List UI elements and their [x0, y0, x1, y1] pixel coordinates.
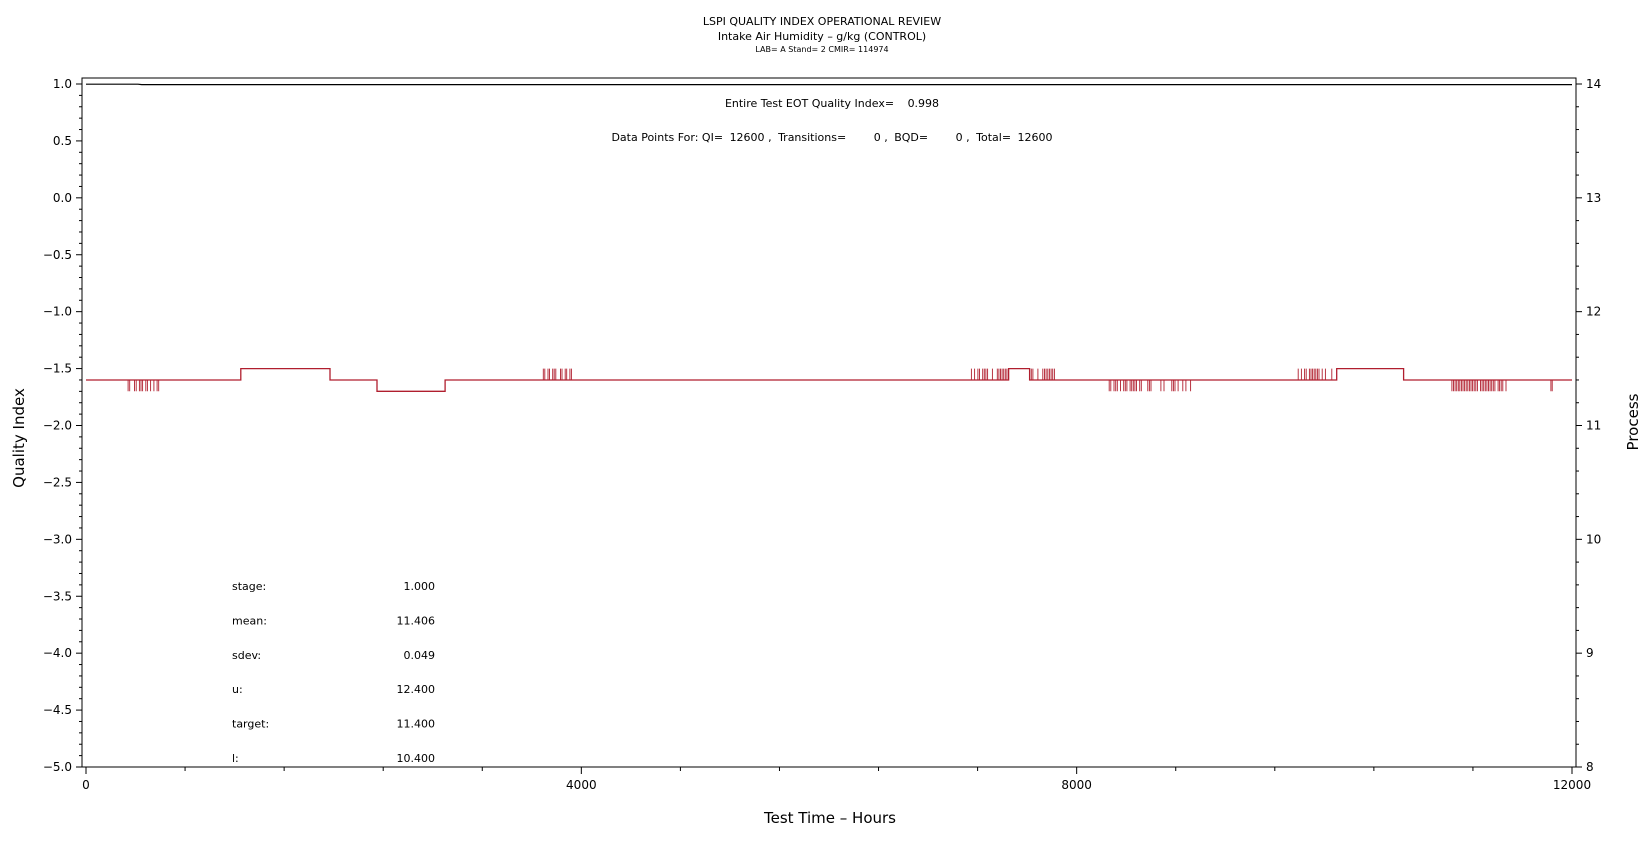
points-total: 12600: [1018, 131, 1053, 144]
process-spikes: [1029, 368, 1055, 380]
process-spikes: [970, 368, 1010, 380]
x-tick-label: 0: [82, 778, 90, 792]
stat-value: 1.000: [404, 580, 436, 593]
chart-subtitle: Intake Air Humidity – g/kg (CONTROL): [718, 30, 926, 43]
points-qi: 12600: [730, 131, 765, 144]
points-comma: ,: [966, 131, 970, 144]
y2-tick-label: 8: [1586, 760, 1594, 774]
chart-title: LSPI QUALITY INDEX OPERATIONAL REVIEW: [703, 15, 941, 28]
y-tick-label: −4.0: [43, 646, 72, 660]
process-spikes: [1550, 380, 1553, 392]
y2-tick-label: 10: [1586, 532, 1601, 546]
x-tick-label: 4000: [566, 778, 597, 792]
y2-tick-label: 9: [1586, 646, 1594, 660]
y-axis-label: Quality Index: [10, 388, 28, 488]
y-tick-label: −2.0: [43, 419, 72, 433]
process-spikes: [127, 380, 160, 392]
stats-box: stage: 1.000 mean: 11.406 sdev: 0.049 u: 12.400…: [232, 580, 435, 765]
y-tick-label: −3.0: [43, 532, 72, 546]
stat-value: 12.400: [397, 683, 436, 696]
y-tick-label: −1.0: [43, 305, 72, 319]
process-spike-band: [1108, 380, 1152, 392]
process-spikes: [1297, 368, 1333, 380]
process-spike-band: [1029, 368, 1055, 380]
stat-value: 10.400: [397, 752, 436, 765]
points-bqd: 0: [956, 131, 963, 144]
process-spikes: [1108, 380, 1152, 392]
process-spike-band: [1160, 380, 1192, 392]
x-tick-label: 8000: [1061, 778, 1092, 792]
plot-frame: [81, 77, 1577, 768]
y-tick-label: 1.0: [53, 77, 72, 91]
y-tick-label: 0.0: [53, 191, 72, 205]
stat-value: 0.049: [404, 649, 436, 662]
process-spike-band: [542, 368, 572, 380]
bottom-axis: 0 4000 8000 12000: [82, 767, 1591, 792]
right-axis: 14 13 12 11 10 9 8: [1576, 77, 1601, 774]
left-axis: 1.0 0.5 0.0 −0.5 −1.0 −1.5 −2.0 −2.5 −3.0 −3.5 −4.…: [43, 77, 82, 774]
data-points-annotation: Data Points For: QI= 12600 , Transitions…: [611, 131, 1052, 144]
stat-label: sdev:: [232, 649, 261, 662]
y2-tick-label: 12: [1586, 305, 1601, 319]
process-spikes: [542, 368, 572, 380]
points-comma: ,: [768, 131, 772, 144]
process-spikes: [1160, 380, 1192, 392]
points-transitions: 0: [874, 131, 881, 144]
stat-value: 11.400: [397, 718, 436, 731]
stat-label: mean:: [232, 614, 267, 627]
points-total-label: Total=: [975, 131, 1011, 144]
x-tick-label: 12000: [1553, 778, 1591, 792]
points-transitions-label: Transitions=: [777, 131, 846, 144]
stat-label: stage:: [232, 580, 266, 593]
y2-tick-label: 11: [1586, 419, 1601, 433]
process-spike-band: [970, 368, 1010, 380]
eot-label: Entire Test EOT Quality Index=: [725, 97, 894, 110]
process-spikes: [1451, 380, 1507, 392]
process-spike-band: [1451, 380, 1507, 392]
chart-lab-info: LAB= A Stand= 2 CMIR= 114974: [755, 45, 888, 54]
process-spike-band: [127, 380, 160, 392]
process-line: [86, 367, 1572, 392]
y-tick-label: 0.5: [53, 134, 72, 148]
points-comma: ,: [884, 131, 888, 144]
y-tick-label: −3.5: [43, 589, 72, 603]
y-tick-label: −2.5: [43, 475, 72, 489]
eot-value: 0.998: [908, 97, 940, 110]
stat-label: target:: [232, 718, 269, 731]
points-label: Data Points For: QI=: [611, 131, 723, 144]
y2-tick-label: 14: [1586, 77, 1601, 91]
stat-label: l:: [232, 752, 239, 765]
y-tick-label: −0.5: [43, 248, 72, 262]
stat-value: 11.406: [397, 614, 436, 627]
points-bqd-label: BQD=: [894, 131, 928, 144]
y-tick-label: −1.5: [43, 362, 72, 376]
y2-tick-label: 13: [1586, 191, 1601, 205]
x-axis-label: Test Time – Hours: [763, 809, 896, 827]
stat-label: u:: [232, 683, 243, 696]
process-series: [86, 367, 1572, 392]
y-tick-label: −5.0: [43, 760, 72, 774]
process-spike-band: [1297, 368, 1333, 380]
process-spike-band: [1550, 380, 1553, 392]
y2-axis-label: Process: [1624, 393, 1642, 450]
eot-annotation: Entire Test EOT Quality Index= 0.998: [725, 97, 939, 110]
y-tick-label: −4.5: [43, 703, 72, 717]
